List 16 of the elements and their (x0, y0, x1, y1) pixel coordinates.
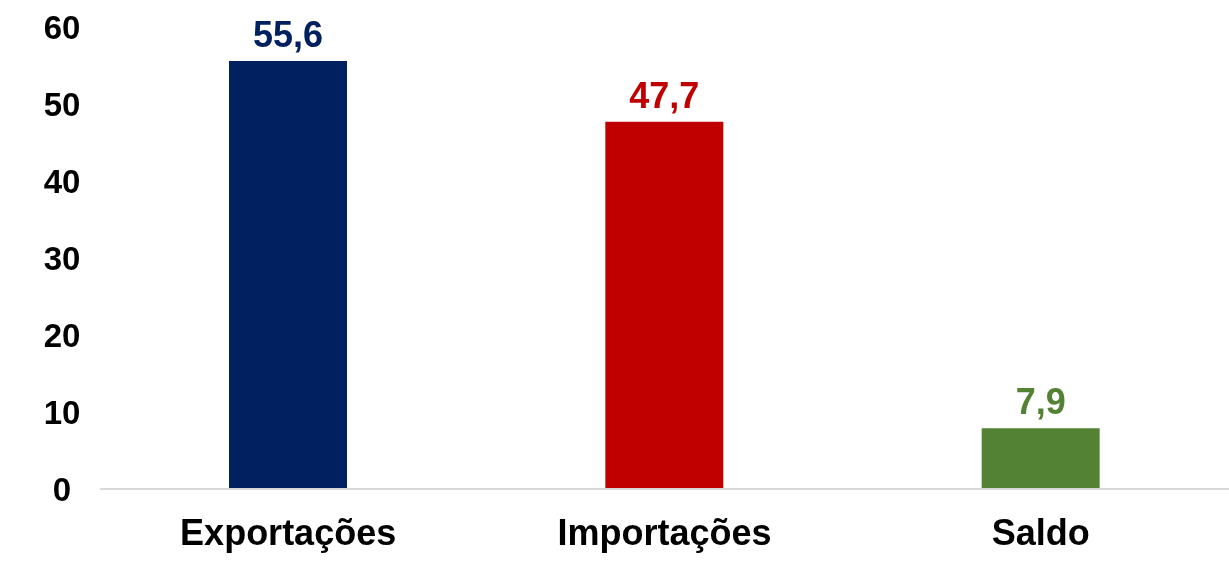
bar (605, 121, 724, 489)
x-tick-label: Importações (557, 511, 772, 553)
bar (981, 428, 1100, 489)
data-label: 55,6 (252, 13, 324, 55)
y-tick-label: 30 (43, 239, 81, 277)
y-tick-label: 60 (43, 8, 81, 46)
y-tick-label: 10 (43, 393, 81, 431)
y-tick-label: 20 (43, 316, 81, 354)
data-label: 7,9 (1015, 381, 1066, 423)
bar (229, 60, 347, 489)
data-label: 47,7 (629, 74, 700, 116)
y-tick-label: 0 (52, 470, 72, 508)
x-tick-label: Saldo (991, 511, 1090, 553)
x-tick-label: Exportações (180, 511, 397, 553)
y-tick-label: 40 (43, 162, 81, 200)
y-tick-label: 50 (43, 85, 81, 123)
